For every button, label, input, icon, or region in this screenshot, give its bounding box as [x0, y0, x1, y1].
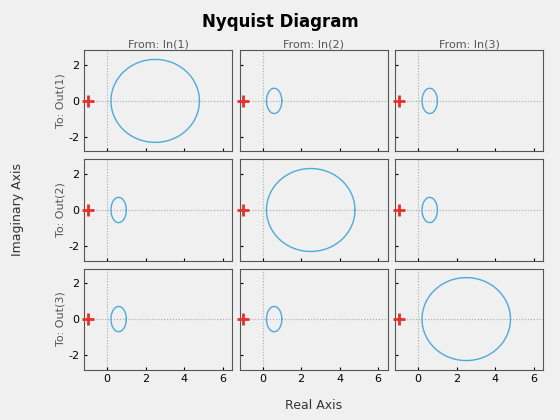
Title: From: In(2): From: In(2)	[283, 39, 344, 50]
Text: Real Axis: Real Axis	[285, 399, 342, 412]
Y-axis label: To: Out(1): To: Out(1)	[55, 74, 65, 128]
Title: From: In(3): From: In(3)	[438, 39, 500, 50]
Y-axis label: To: Out(2): To: Out(2)	[55, 183, 65, 237]
Text: Nyquist Diagram: Nyquist Diagram	[202, 13, 358, 31]
Text: Imaginary Axis: Imaginary Axis	[11, 163, 24, 257]
Y-axis label: To: Out(3): To: Out(3)	[55, 292, 65, 346]
Title: From: In(1): From: In(1)	[128, 39, 189, 50]
